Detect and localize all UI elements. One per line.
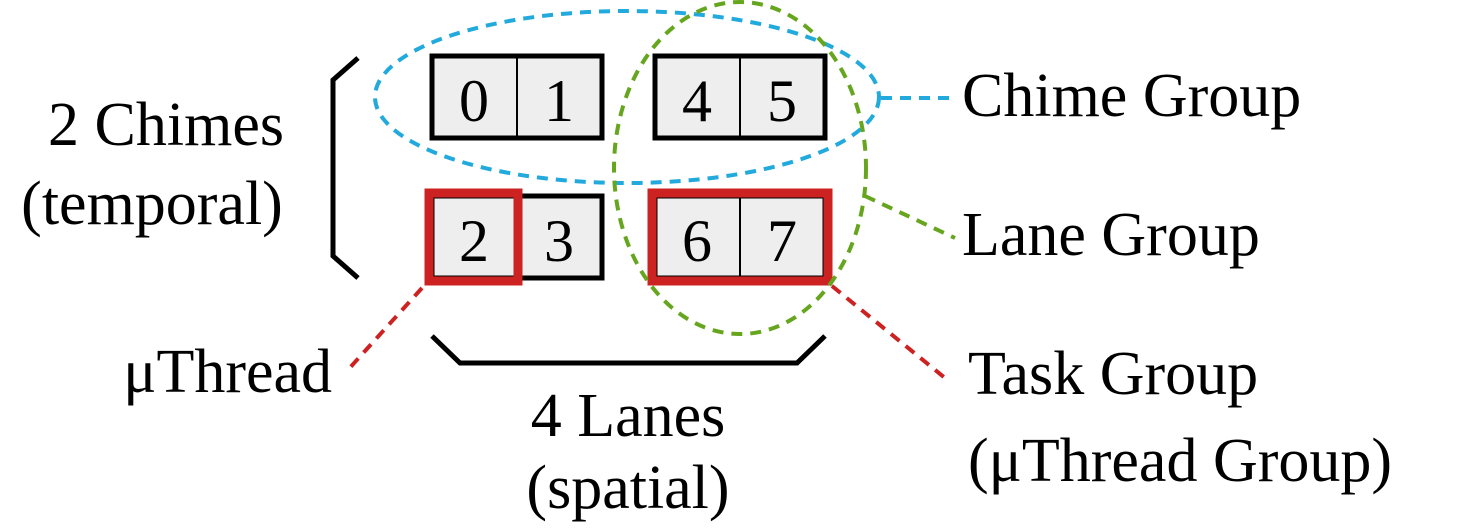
- task-group-leader: [830, 284, 947, 380]
- lane-group-leader: [864, 194, 956, 240]
- cell-2: 2: [459, 208, 489, 274]
- chime-group-ellipse: [373, 9, 881, 185]
- lanes-label: 4 Lanes: [531, 382, 726, 450]
- cell-block-6-7: 6 7: [652, 193, 828, 281]
- chime-group-label: Chime Group: [962, 62, 1301, 130]
- uthread-leader: [344, 286, 424, 374]
- chimes-sublabel: (temporal): [21, 170, 283, 238]
- cell-block-4-5: 4 5: [652, 53, 828, 141]
- uthread-highlight: [424, 188, 523, 286]
- lanes-sublabel: (spatial): [526, 454, 729, 522]
- chimes-label: 2 Chimes: [48, 91, 284, 159]
- cell-5: 5: [767, 68, 797, 134]
- lanes-bracket: [430, 334, 827, 366]
- chimes-bracket: [330, 56, 360, 280]
- lane-group-ellipse: [612, 0, 868, 336]
- cell-4: 4: [682, 68, 712, 134]
- cell-0: 0: [459, 68, 489, 134]
- lane-group-label: Lane Group: [962, 201, 1260, 269]
- task-group-highlight: [647, 188, 833, 286]
- cell-block-0-1: 0 1: [429, 53, 605, 141]
- task-group-sublabel: (μThread Group): [968, 427, 1392, 495]
- cell-1: 1: [544, 68, 574, 134]
- cell-3: 3: [544, 208, 574, 274]
- cell-7: 7: [767, 208, 797, 274]
- task-group-label: Task Group: [968, 340, 1258, 408]
- uthread-label: μThread: [123, 338, 332, 406]
- cell-6: 6: [682, 208, 712, 274]
